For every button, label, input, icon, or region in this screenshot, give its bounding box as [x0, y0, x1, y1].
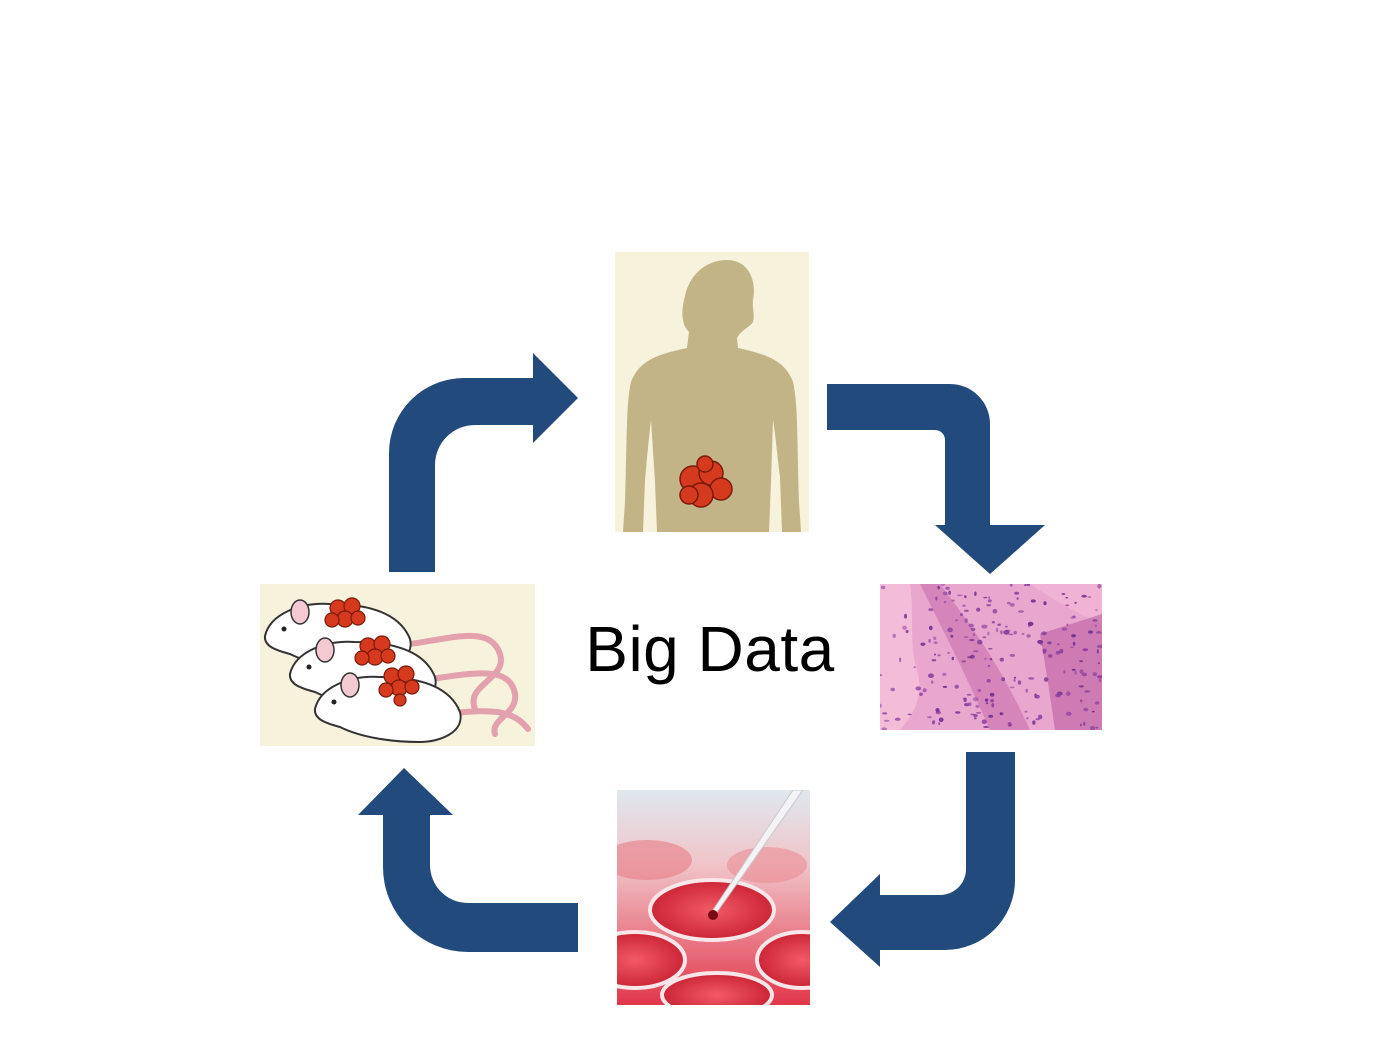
mouse-model-node: [260, 584, 535, 746]
arrow-patient-to-tissue: [827, 384, 1045, 574]
center-label: Big Data: [585, 613, 835, 685]
human-silhouette-with-tumor-icon: [615, 252, 809, 532]
arrow-tissue-to-culture: [830, 752, 1015, 967]
patient-node: [615, 252, 809, 532]
histology-tissue-slide-image: [880, 584, 1102, 730]
tissue-node: [880, 584, 1102, 730]
tumor-icon: [679, 455, 733, 508]
arrow-culture-to-mice: [358, 768, 578, 952]
tumor-icon: [324, 597, 420, 707]
mice-with-tumors-icon: [260, 584, 535, 746]
cell-culture-node: [617, 790, 810, 1005]
arrow-mice-to-patient: [389, 353, 578, 572]
petri-dish-pipette-image: [617, 790, 810, 1005]
